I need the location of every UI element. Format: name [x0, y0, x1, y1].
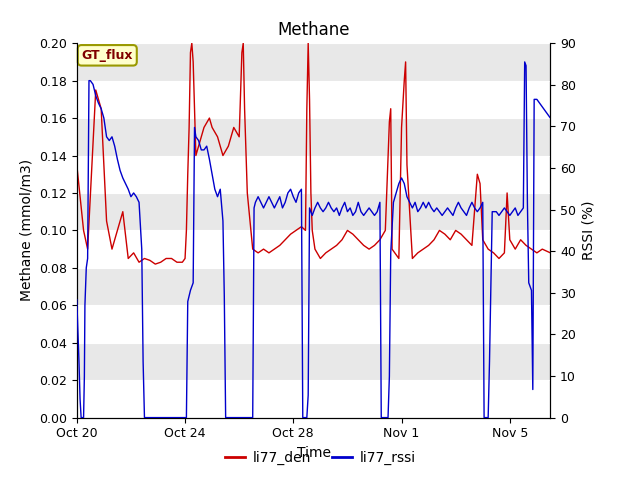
Bar	[77, 118, 550, 156]
Bar	[77, 268, 550, 305]
Bar	[77, 343, 550, 380]
X-axis label: Time: Time	[296, 446, 331, 460]
Bar	[77, 193, 550, 230]
Title: Methane: Methane	[277, 21, 350, 39]
Legend: li77_den, li77_rssi: li77_den, li77_rssi	[219, 445, 421, 471]
Y-axis label: Methane (mmol/m3): Methane (mmol/m3)	[20, 159, 33, 301]
Text: GT_flux: GT_flux	[81, 49, 133, 62]
Bar	[77, 43, 550, 81]
Y-axis label: RSSI (%): RSSI (%)	[582, 201, 596, 260]
